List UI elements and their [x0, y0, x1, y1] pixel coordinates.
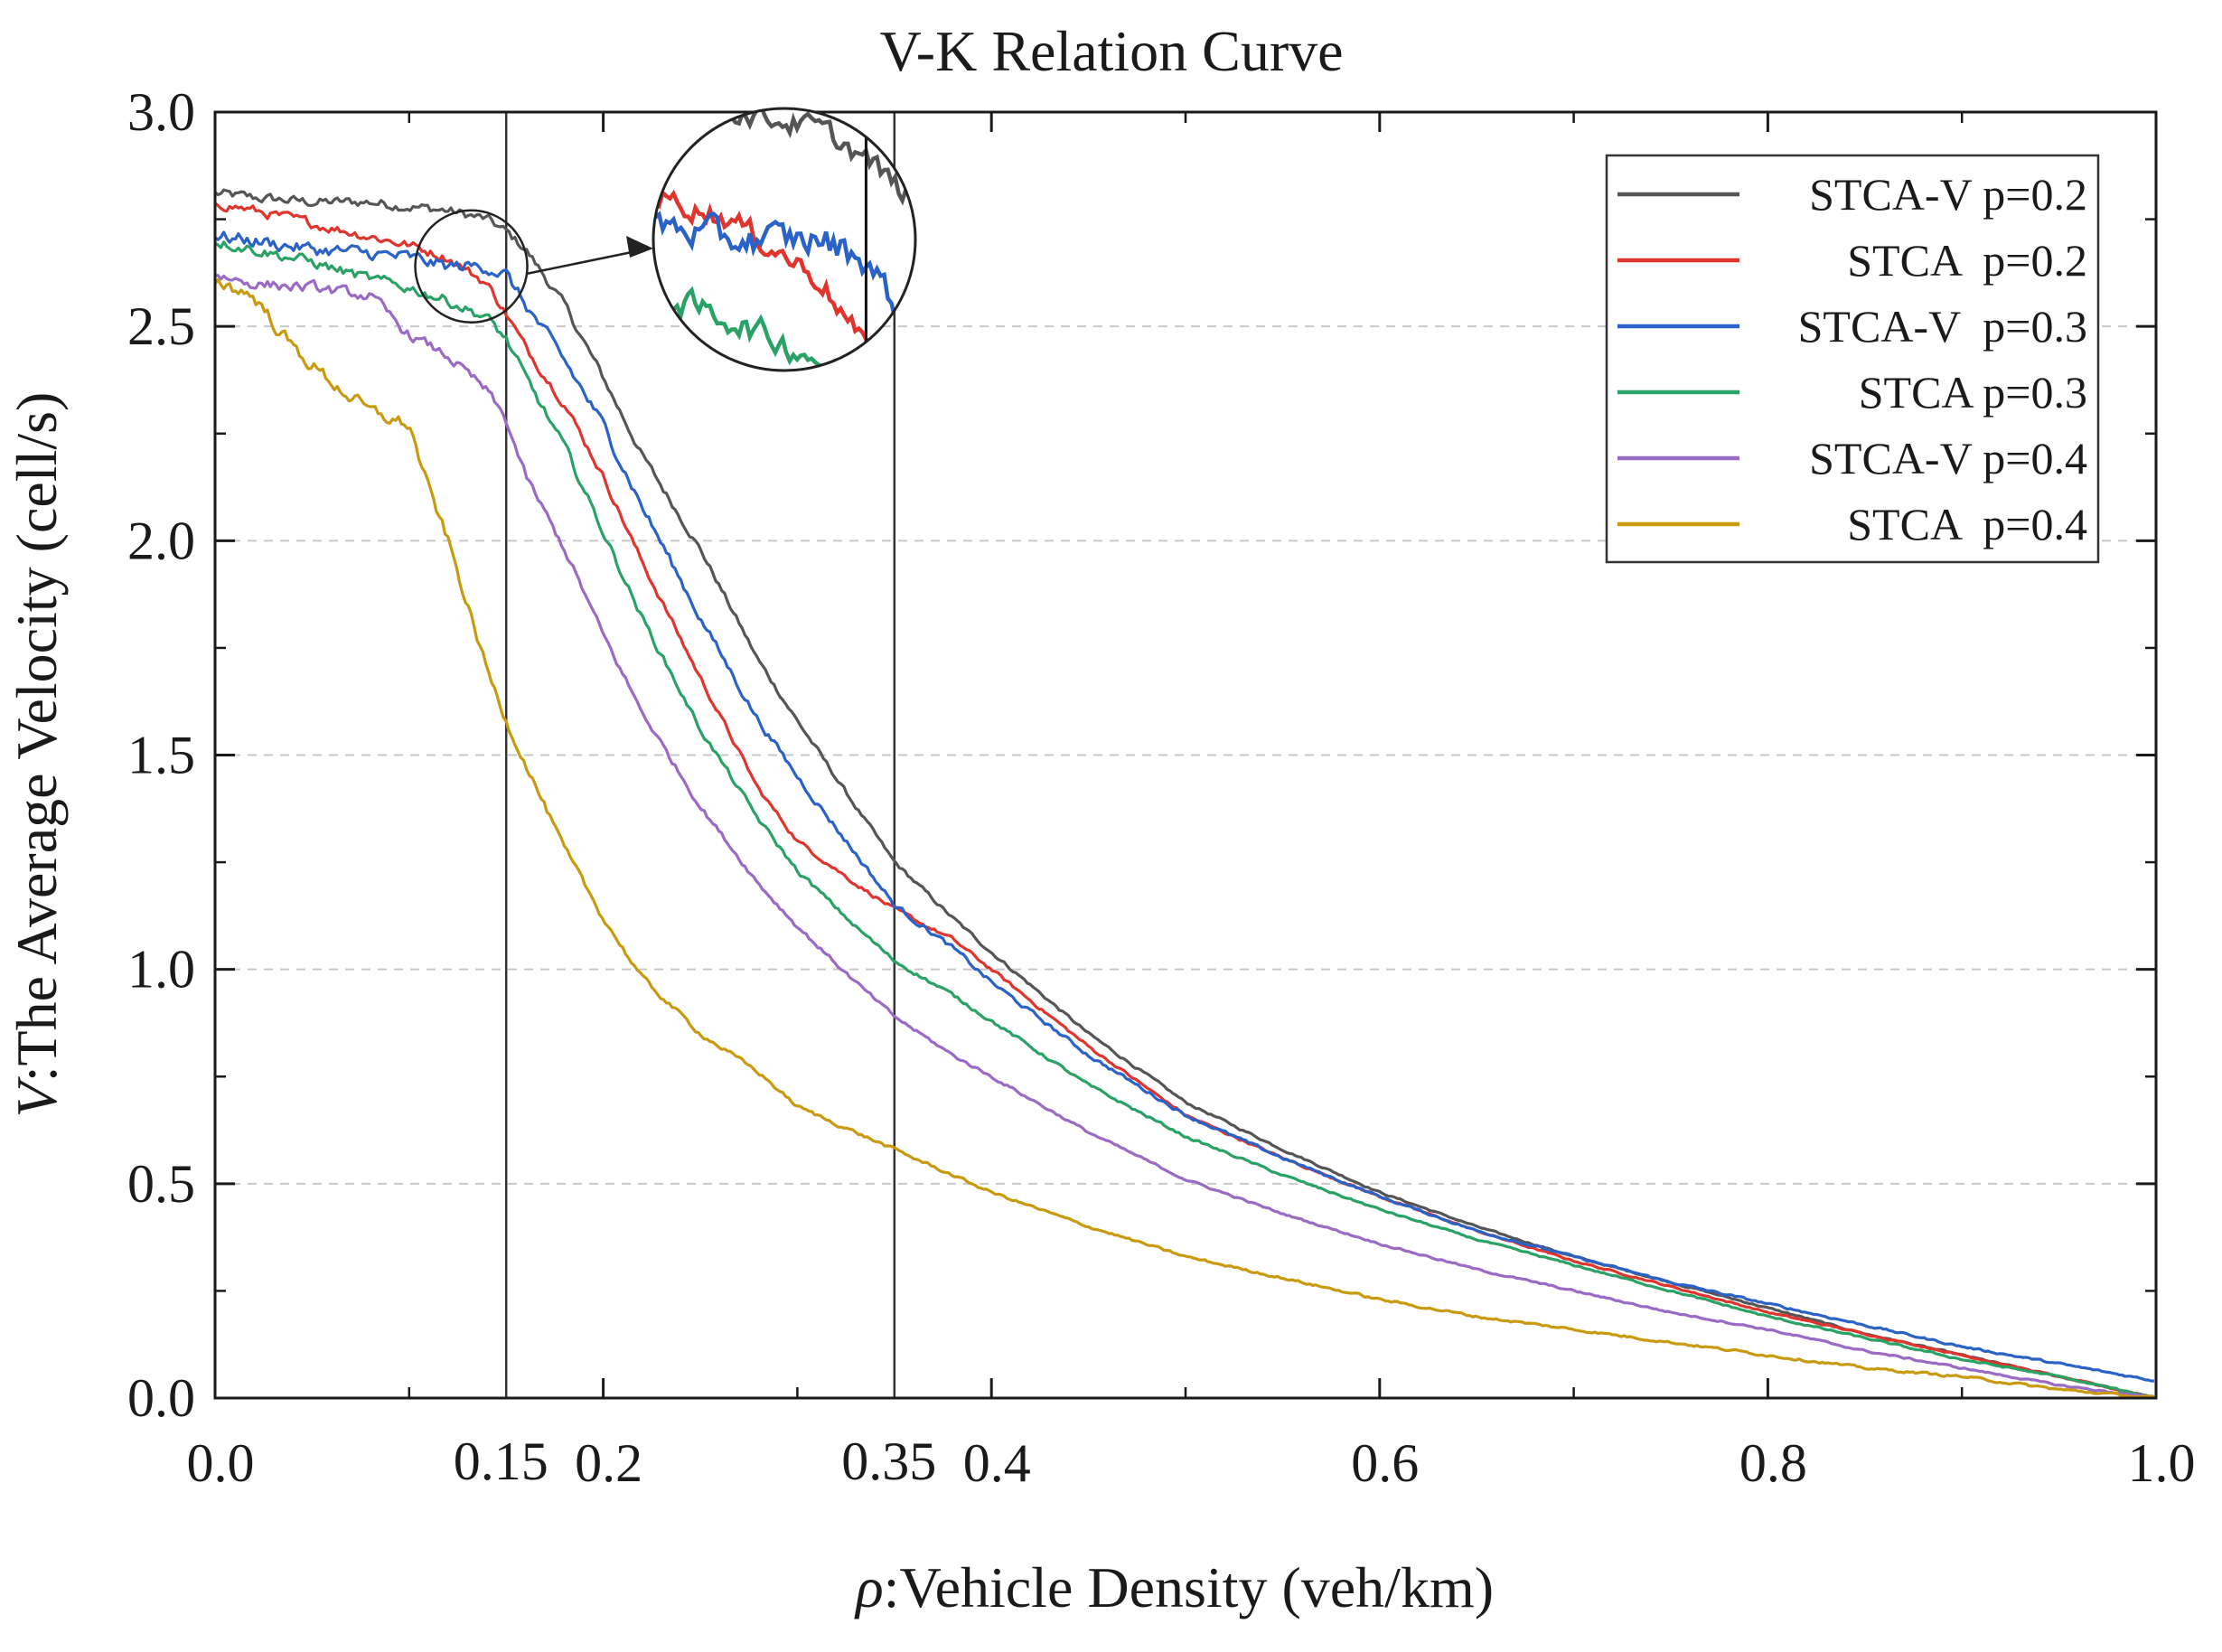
y-axis-text: :The Average Velocity (cell/s) [5, 392, 69, 1083]
zoom-arrow-head [626, 236, 653, 258]
x-tick-label: 0.8 [1739, 1433, 1807, 1493]
x-tick-label: 0.6 [1351, 1433, 1419, 1493]
legend-label-5: STCA-V p=0.4 [1809, 433, 2087, 483]
x-tick-label: 1.0 [2128, 1433, 2196, 1493]
legend-label-3: STCA-V p=0.3 [1798, 301, 2087, 352]
series-line-5 [215, 274, 2155, 1398]
zoom-inset-series-2 [653, 184, 915, 371]
zoom-inset-series-3 [653, 203, 915, 359]
series-line-3 [215, 230, 2154, 1383]
series-line-6 [215, 278, 2154, 1398]
reference-lines: 0.15 0.35 [454, 112, 936, 1491]
series-line-1 [215, 188, 2155, 1398]
y-tick-label: 3.0 [127, 82, 195, 142]
legend-label-6: STCA p=0.4 [1847, 499, 2087, 549]
x-tick-label: 0.0 [187, 1433, 255, 1493]
y-tick-label: 2.5 [127, 296, 195, 356]
zoom-inset-circle [652, 107, 917, 372]
series-lines [215, 188, 2155, 1398]
axis-ticks: 0.0 0.2 0.4 0.6 0.8 1.0 0.0 0.5 1.0 1.5 2.0 2.5 3.0 [127, 82, 2196, 1493]
series-line-4 [215, 240, 2155, 1398]
zoom-inset-series-4 [653, 280, 915, 371]
x-axis-label: ρ:Vehicle Density (veh/km) [854, 1555, 1494, 1619]
zoom-source-circle [414, 209, 529, 324]
legend-box [1605, 154, 2100, 564]
y-tick-label: 0.5 [127, 1154, 195, 1214]
legend-label-1: STCA-V p=0.2 [1809, 169, 2087, 220]
y-tick-label: 0.0 [127, 1368, 195, 1428]
legend-label-2: STCA p=0.2 [1847, 235, 2087, 286]
legend: STCA-V p=0.2 STCA p=0.2 STCA-V p=0.3 STCA p… [1605, 154, 2100, 564]
y-axis-symbol: V [5, 1075, 69, 1117]
reference-line-label: 0.35 [841, 1431, 936, 1491]
zoom-arrow-line [527, 249, 642, 275]
y-tick-label: 1.5 [127, 726, 195, 785]
x-tick-label: 0.4 [963, 1433, 1031, 1493]
reference-line-label: 0.15 [454, 1431, 548, 1491]
y-tick-label: 2.0 [127, 511, 195, 570]
y-axis-label: V:The Average Velocity (cell/s) [5, 392, 69, 1118]
x-axis-symbol: ρ [854, 1555, 884, 1619]
x-axis-text: :Vehicle Density (veh/km) [884, 1555, 1494, 1619]
x-tick-label: 0.2 [575, 1433, 642, 1493]
legend-label-4: STCA p=0.3 [1859, 367, 2087, 418]
chart-title: V-K Relation Curve [879, 19, 1343, 83]
zoom-inset [414, 107, 917, 372]
y-tick-label: 1.0 [127, 940, 195, 1000]
